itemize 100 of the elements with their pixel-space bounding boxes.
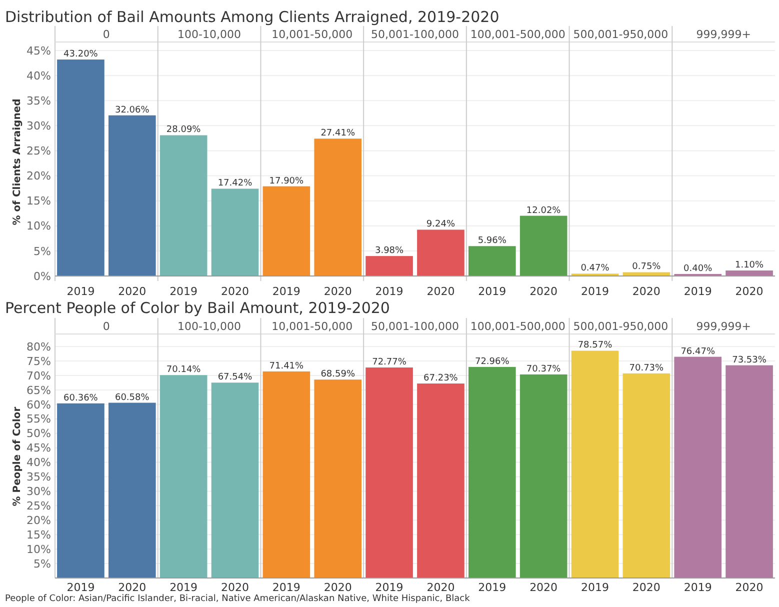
data-label: 0.40% — [684, 264, 713, 274]
x-tick-label: 2020 — [324, 581, 352, 594]
text: 100,001-500,000 — [470, 28, 566, 41]
bar — [726, 270, 773, 276]
x-tick-label: 2019 — [170, 581, 198, 594]
y-tick-label: 0% — [34, 270, 51, 283]
data-label: 17.90% — [269, 176, 304, 186]
bar — [468, 366, 516, 578]
data-label: 68.59% — [320, 370, 356, 380]
x-tick-label: 2020 — [118, 285, 146, 298]
data-label: 5.96% — [478, 236, 507, 246]
x-tick-label: 2020 — [118, 581, 146, 594]
bar — [108, 115, 156, 276]
x-tick-label: 2020 — [632, 581, 660, 594]
data-label: 78.57% — [578, 340, 613, 351]
bar — [262, 371, 310, 578]
y-tick-label: 40% — [26, 69, 51, 82]
x-tick-label: 2019 — [170, 285, 198, 298]
data-label: 17.42% — [218, 178, 253, 189]
y-tick-label: 80% — [26, 340, 51, 354]
text: 10,001-50,000 — [272, 320, 353, 333]
data-label: 0.47% — [580, 264, 610, 274]
text: 50,001-100,000 — [371, 28, 459, 41]
bar — [211, 188, 259, 276]
bar — [314, 380, 362, 578]
y-axis-title: % of Clients Arraigned — [12, 98, 23, 226]
bar — [211, 382, 259, 578]
text: 10,001-50,000 — [272, 28, 353, 41]
bar — [262, 186, 310, 276]
y-tick-label: 45% — [26, 442, 51, 455]
x-tick-label: 2020 — [530, 285, 558, 298]
data-label: 70.14% — [166, 365, 202, 376]
bar — [366, 256, 413, 276]
text: 0 — [102, 28, 110, 41]
y-tick-label: 10% — [26, 220, 51, 233]
text: 0 — [102, 320, 110, 333]
y-tick-label: 20% — [26, 170, 51, 183]
bar — [622, 272, 670, 276]
x-tick-label: 2020 — [426, 581, 455, 594]
x-tick-label: 2020 — [632, 285, 660, 298]
bar — [417, 384, 464, 578]
data-label: 67.54% — [218, 372, 253, 383]
bar — [57, 60, 104, 276]
text: 100-10,000 — [178, 28, 242, 41]
x-tick-label: 2019 — [375, 581, 404, 594]
data-label: 70.37% — [526, 364, 562, 374]
bar — [674, 356, 722, 578]
data-label: 67.23% — [424, 374, 458, 384]
data-label: 43.20% — [64, 50, 98, 60]
data-label: 60.58% — [114, 392, 150, 403]
data-label: 27.41% — [320, 128, 356, 139]
bar — [520, 374, 568, 578]
x-tick-label: 2019 — [478, 581, 506, 594]
bar — [468, 246, 516, 276]
text: People of Color: Asian/Pacific Islander, Bi-racial, Native American/Alaskan Native, White Hispanic, Black — [5, 594, 471, 604]
y-tick-label: 35% — [26, 470, 51, 484]
y-tick-label: 25% — [26, 144, 51, 158]
y-tick-label: 60% — [26, 398, 51, 412]
data-label: 0.75% — [632, 262, 662, 272]
x-tick-label: 2020 — [735, 285, 764, 298]
text: 500,001-950,000 — [573, 28, 668, 41]
y-axis-title: % People of Color — [12, 406, 23, 506]
x-tick-label: 2020 — [426, 285, 455, 298]
data-label: 72.77% — [372, 357, 407, 368]
bar — [417, 230, 464, 276]
x-tick-label: 2020 — [530, 581, 558, 594]
x-tick-label: 2019 — [272, 581, 300, 594]
x-tick-label: 2019 — [66, 581, 95, 594]
text: 50,001-100,000 — [371, 320, 459, 333]
x-tick-label: 2020 — [221, 285, 249, 298]
chart-title: Percent People of Color by Bail Amount, 2019-2020 — [5, 299, 390, 317]
x-tick-label: 2020 — [735, 581, 764, 594]
x-tick-label: 2019 — [581, 285, 609, 298]
data-label: 71.41% — [269, 361, 304, 372]
y-tick-label: 5% — [34, 557, 51, 570]
y-tick-label: 65% — [26, 384, 51, 397]
bar — [314, 138, 362, 276]
bar — [160, 135, 208, 276]
x-tick-label: 2019 — [478, 285, 506, 298]
y-tick-label: 70% — [26, 369, 51, 382]
y-tick-label: 35% — [26, 94, 51, 108]
x-tick-label: 2019 — [272, 285, 300, 298]
y-tick-label: 25% — [26, 500, 51, 513]
data-label: 70.73% — [629, 363, 664, 374]
y-tick-label: 55% — [26, 412, 51, 426]
y-tick-label: 15% — [26, 194, 51, 208]
x-tick-label: 2019 — [581, 581, 609, 594]
y-tick-label: 30% — [26, 120, 51, 133]
data-label: 32.06% — [114, 105, 150, 116]
text: 999,999+ — [696, 320, 751, 333]
chart-title: Distribution of Bail Amounts Among Clients Arraigned, 2019-2020 — [5, 8, 500, 26]
x-tick-label: 2020 — [221, 581, 249, 594]
data-label: 28.09% — [166, 125, 202, 136]
bar — [366, 367, 413, 578]
bar — [108, 402, 156, 578]
y-tick-label: 40% — [26, 456, 51, 470]
y-tick-label: 10% — [26, 542, 51, 556]
data-label: 60.36% — [64, 393, 98, 404]
y-tick-label: 45% — [26, 44, 51, 58]
x-tick-label: 2019 — [66, 285, 95, 298]
